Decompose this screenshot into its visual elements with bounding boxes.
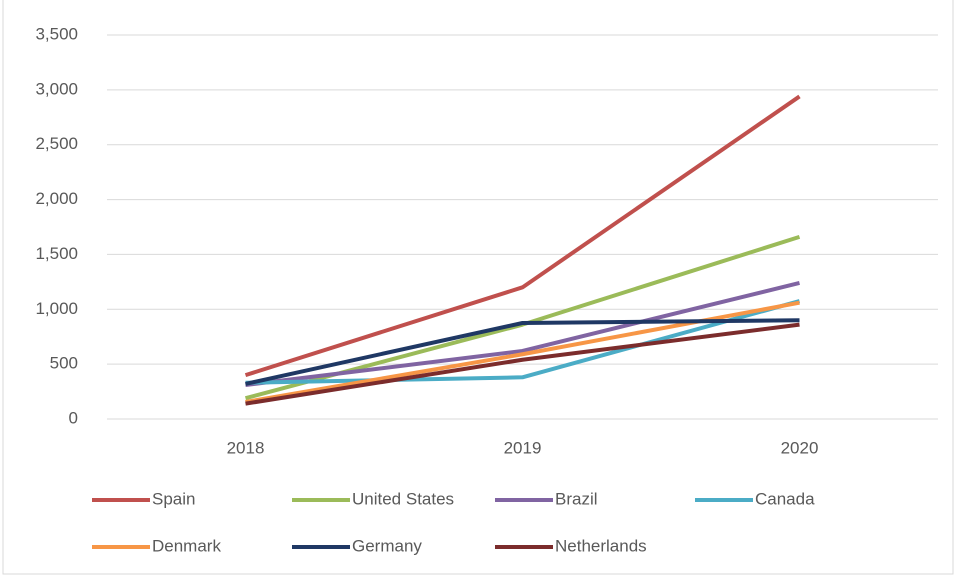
x-tick-label: 2019 — [504, 438, 542, 457]
y-tick-label: 2,000 — [35, 189, 78, 208]
y-tick-label: 0 — [69, 408, 78, 427]
series-line — [245, 318, 800, 386]
y-tick-label: 1,500 — [35, 244, 78, 263]
y-tick-label: 3,500 — [35, 24, 78, 43]
legend-label: Denmark — [152, 536, 221, 555]
series-line — [245, 281, 800, 387]
legend-label: Netherlands — [555, 536, 647, 555]
legend-label: Germany — [352, 536, 422, 555]
series-line — [245, 300, 800, 404]
legend-label: Spain — [152, 489, 195, 508]
legend-label: United States — [352, 489, 454, 508]
y-tick-label: 3,000 — [35, 79, 78, 98]
series-line — [245, 299, 801, 385]
legend-label: Canada — [755, 489, 815, 508]
x-tick-label: 2020 — [781, 438, 819, 457]
legend-label: Brazil — [555, 489, 598, 508]
series-line — [244, 94, 801, 378]
series-line — [245, 322, 800, 406]
y-tick-label: 2,500 — [35, 134, 78, 153]
y-tick-label: 500 — [50, 354, 78, 373]
x-tick-label: 2018 — [227, 438, 265, 457]
y-tick-label: 1,000 — [35, 299, 78, 318]
